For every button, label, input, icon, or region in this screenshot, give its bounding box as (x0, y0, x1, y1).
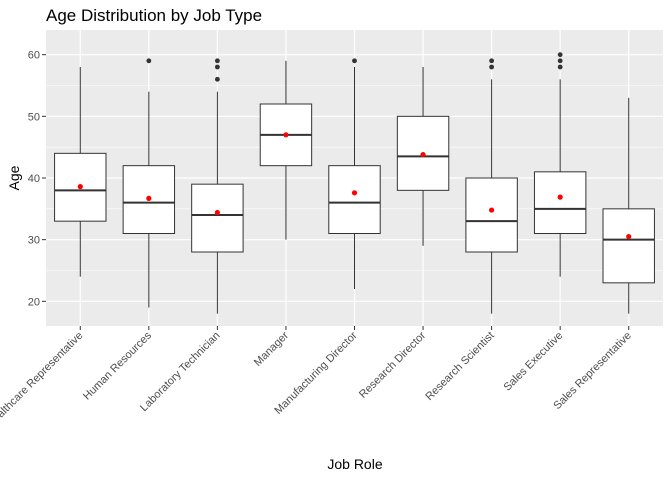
mean-point (283, 132, 289, 138)
outlier-point (214, 76, 220, 82)
box-7 (465, 58, 518, 314)
outlier-point (489, 64, 495, 70)
x-tick-label: Laboratory Technician (138, 330, 222, 414)
mean-point (77, 184, 83, 190)
box-iqr (465, 177, 518, 253)
box-iqr (191, 183, 244, 253)
mean-point (420, 151, 426, 158)
y-tick-label: 40 (28, 173, 40, 185)
x-tick-label: Manager (252, 329, 291, 368)
x-tick-label: Research Director (357, 329, 428, 400)
mean-point (351, 190, 358, 196)
y-tick-label: 60 (28, 50, 40, 62)
outlier-point (489, 58, 495, 64)
mean-point (214, 209, 220, 216)
box-iqr (328, 165, 381, 235)
y-tick-label: 50 (28, 111, 40, 123)
x-axis-title: Job Role (327, 456, 382, 472)
box-2 (122, 58, 176, 308)
outlier-point (557, 58, 563, 64)
mean-point (146, 195, 152, 201)
x-tick-label: Healthcare Representative (0, 330, 85, 431)
outlier-point (146, 58, 152, 64)
mean-point (489, 207, 495, 213)
box-8 (533, 52, 587, 277)
mean-point (626, 233, 632, 240)
y-tick-label: 20 (28, 296, 40, 308)
box-3 (191, 58, 244, 314)
mean-point (557, 194, 563, 200)
box-series (54, 52, 655, 314)
x-tick-label: Research Scientist (423, 330, 496, 403)
box-5 (328, 58, 381, 289)
outlier-point (214, 64, 220, 70)
chart-title: Age Distribution by Job Type (46, 6, 263, 25)
box-9 (602, 97, 655, 314)
box-6 (396, 67, 450, 246)
y-tick-label: 30 (28, 235, 40, 247)
outlier-point (557, 64, 563, 70)
y-axis: 20 30 40 50 60 (28, 50, 46, 308)
box-1 (54, 67, 107, 277)
y-axis-title: Age (6, 165, 22, 190)
x-tick-label: Sales Representative (551, 330, 633, 412)
outlier-point (214, 58, 220, 64)
box-iqr (602, 208, 655, 284)
x-tick-label: Sales Executive (501, 330, 565, 394)
box-4 (259, 60, 313, 240)
box-iqr (533, 171, 587, 234)
outlier-point (557, 52, 563, 58)
x-tick-label: Human Resources (81, 329, 154, 402)
outlier-point (352, 58, 357, 64)
